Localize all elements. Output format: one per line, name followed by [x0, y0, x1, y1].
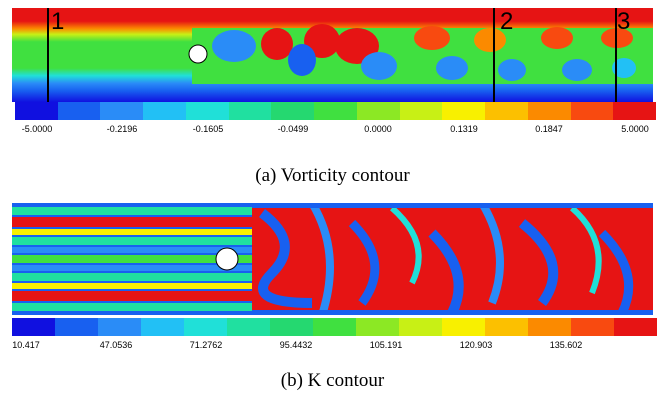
vorticity-colorbar-swatch	[185, 102, 229, 120]
vorticity-colorbar-swatch	[15, 102, 58, 120]
vorticity-tick: 0.1319	[450, 124, 478, 134]
vorticity-colorbar-swatch	[570, 102, 614, 120]
k-colorbar-swatch	[270, 318, 313, 336]
k-colorbar-swatch	[356, 318, 399, 336]
vorticity-tick: -5.0000	[21, 124, 53, 134]
k-colorbar-swatch	[12, 318, 55, 336]
caption-b: (b) K contour	[280, 370, 385, 391]
vorticity-tick: 0.0000	[364, 124, 392, 134]
k-colorbar-swatch	[399, 318, 442, 336]
k-colorbar-swatch	[442, 318, 485, 336]
k-colorbar-swatch	[141, 318, 184, 336]
vorticity-colorbar-swatch	[143, 102, 186, 120]
vorticity-colorbar-swatch	[228, 102, 272, 120]
lower-vortices	[288, 44, 636, 81]
vorticity-tick: -0.2196	[106, 124, 138, 134]
k-tick: 120.903	[459, 340, 493, 350]
turbulent-wake	[252, 203, 653, 315]
vorticity-tick: -0.1605	[192, 124, 224, 134]
caption-a: (a) Vorticity contour	[255, 165, 410, 186]
k-colorbar-swatch	[227, 318, 270, 336]
cylinder	[215, 247, 239, 271]
vorticity-colorbar-swatch	[57, 102, 101, 120]
k-colorbar-swatch	[313, 318, 356, 336]
probe-label-2: 2	[500, 8, 514, 35]
k-colorbar-swatch	[571, 318, 614, 336]
probe-label-1: 1	[51, 8, 65, 35]
vorticity-field	[12, 8, 653, 102]
cylinder	[188, 44, 208, 64]
k-colorbar-swatch	[55, 318, 98, 336]
k-contour-plot	[12, 203, 653, 315]
vorticity-colorbar-swatch	[527, 102, 571, 120]
k-tick: 47.0536	[99, 340, 133, 350]
k-tick: 71.2762	[189, 340, 223, 350]
k-tick: 135.602	[549, 340, 583, 350]
vorticity-colorbar-swatch	[100, 102, 144, 120]
k-tick: 95.4432	[279, 340, 313, 350]
vorticity-colorbar-swatch	[271, 102, 315, 120]
k-colorbar-swatch	[528, 318, 571, 336]
k-colorbar-ticks: 10.417 47.0536 71.2762 95.4432 105.191 1…	[12, 340, 657, 354]
vorticity-colorbar	[15, 102, 657, 120]
k-field	[12, 203, 653, 315]
k-tick: 105.191	[369, 340, 403, 350]
vorticity-tick: 0.1847	[535, 124, 563, 134]
k-colorbar	[12, 318, 657, 336]
probe-label-3: 3	[617, 8, 631, 35]
vorticity-colorbar-swatch	[356, 102, 400, 120]
vorticity-tick: 5.0000	[621, 124, 649, 134]
vorticity-contour-plot	[12, 8, 653, 102]
vorticity-colorbar-swatch	[399, 102, 443, 120]
vorticity-colorbar-swatch	[442, 102, 486, 120]
inflow-stripes	[12, 207, 252, 311]
k-colorbar-swatch	[98, 318, 141, 336]
vorticity-colorbar-ticks: -5.0000 -0.2196 -0.1605 -0.0499 0.0000 0…	[15, 124, 656, 138]
vorticity-colorbar-swatch	[613, 102, 657, 120]
k-colorbar-swatch	[614, 318, 657, 336]
k-colorbar-swatch	[485, 318, 528, 336]
vorticity-colorbar-swatch	[485, 102, 528, 120]
k-tick: 10.417	[12, 340, 40, 350]
k-colorbar-swatch	[184, 318, 227, 336]
vorticity-tick: -0.0499	[277, 124, 309, 134]
vorticity-colorbar-swatch	[314, 102, 357, 120]
